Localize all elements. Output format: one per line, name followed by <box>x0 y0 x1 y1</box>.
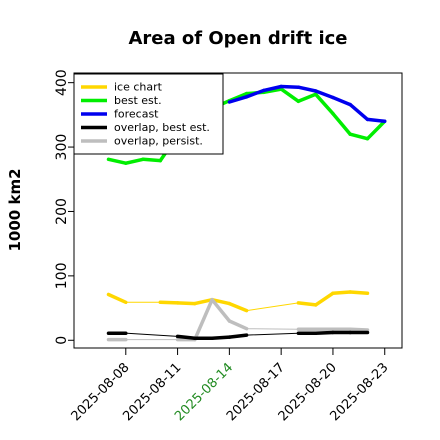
series-segment <box>175 301 197 306</box>
series-segment <box>246 328 299 330</box>
series-segment <box>246 332 299 336</box>
series-overlap-best-est- <box>106 330 370 341</box>
series-segment <box>175 334 197 341</box>
series-ice-chart <box>106 290 370 313</box>
series-segment <box>279 84 301 89</box>
series-segment <box>141 157 163 163</box>
series-segment <box>227 301 249 313</box>
chart-title: Area of Open drift ice <box>128 28 347 49</box>
series-segment <box>193 297 214 306</box>
series-segment <box>279 87 301 104</box>
series-segment <box>262 87 283 95</box>
y-tick-label: 200 <box>54 198 70 225</box>
series-segment <box>331 111 352 136</box>
series-segment <box>313 330 335 335</box>
series-segment <box>210 335 232 341</box>
series-segment <box>365 117 387 124</box>
y-tick-label: 400 <box>54 69 70 96</box>
series-segment <box>313 92 335 116</box>
series-segment <box>348 290 370 296</box>
y-tick-label: 0 <box>54 336 70 345</box>
series-segment <box>106 292 128 305</box>
series-segment <box>348 102 370 122</box>
legend-label: forecast <box>114 108 159 121</box>
series-segment <box>348 327 370 332</box>
legend-label: overlap, best est. <box>114 121 210 134</box>
series-segment <box>193 297 214 342</box>
series-segment <box>296 92 318 104</box>
legend-label: ice chart <box>114 81 163 94</box>
series-segment <box>313 89 335 100</box>
series-segment <box>331 290 352 296</box>
legend-label: best est. <box>114 94 162 107</box>
series-segment <box>331 95 352 107</box>
y-axis-label: 1000 km2 <box>6 168 24 251</box>
series-segment <box>124 157 145 165</box>
series-forecast <box>227 84 387 124</box>
series-segment <box>348 132 370 141</box>
series-segment <box>210 297 232 323</box>
legend-label: overlap, persist. <box>114 135 203 148</box>
series-segment <box>125 332 179 337</box>
series-segment <box>313 291 335 307</box>
y-tick-label: 100 <box>54 263 70 290</box>
series-segment <box>296 85 318 93</box>
plot-frame <box>73 72 403 349</box>
series-segment <box>227 319 249 331</box>
series-overlap-persist- <box>106 297 370 342</box>
series-segment <box>262 84 283 93</box>
series-segment <box>227 333 249 339</box>
series-segment <box>227 95 249 104</box>
series-segment <box>106 157 128 165</box>
series-segment <box>296 301 318 307</box>
series-segment <box>158 300 180 305</box>
series-segment <box>210 297 232 306</box>
series-segment <box>246 302 299 312</box>
series-segment <box>244 88 266 99</box>
series-segment <box>365 119 387 141</box>
y-tick-label: 300 <box>54 134 70 161</box>
